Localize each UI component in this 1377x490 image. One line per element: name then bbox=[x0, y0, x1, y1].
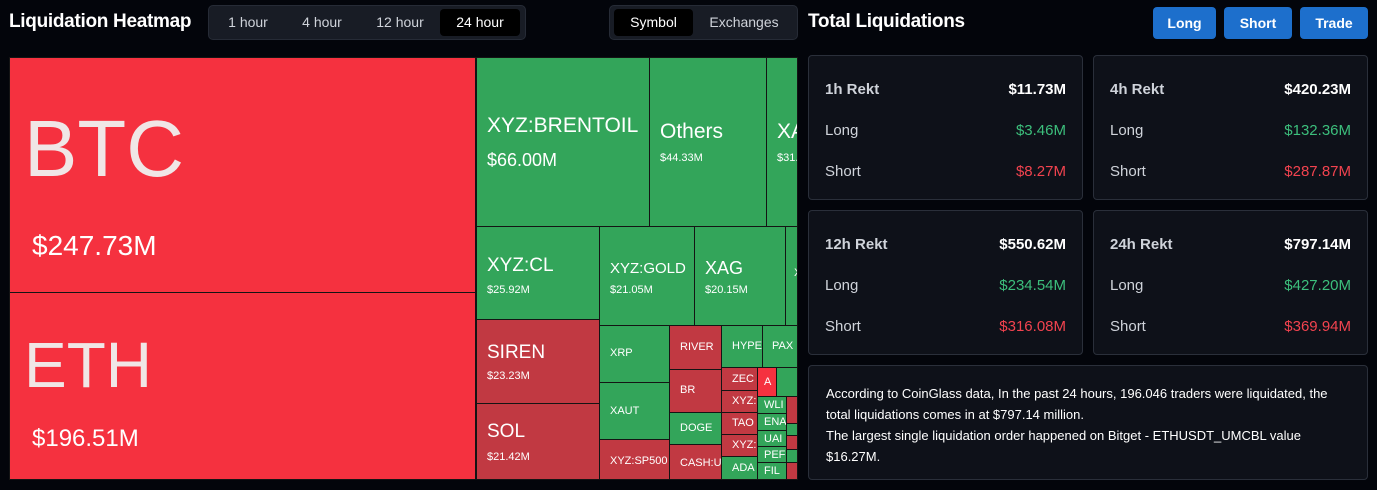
tab-exchanges[interactable]: Exchanges bbox=[709, 14, 779, 30]
heatmap-tile-wli[interactable]: WLI bbox=[757, 396, 787, 414]
tab-1-hour[interactable]: 1 hour bbox=[228, 14, 268, 30]
heatmap-tile-doge[interactable]: DOGE bbox=[669, 412, 722, 445]
heatmap-tile-eth[interactable]: ETH $196.51M bbox=[9, 292, 476, 480]
long-button[interactable]: Long bbox=[1153, 7, 1216, 39]
heatmap-tile-cash-u[interactable]: CASH:U bbox=[669, 444, 722, 480]
heatmap-tile-zec[interactable]: ZEC bbox=[721, 367, 758, 391]
heatmap-tile-br[interactable]: BR bbox=[669, 369, 722, 413]
stats-card-12h: 12h Rekt $550.62M Long $234.54M Short $316.… bbox=[808, 210, 1083, 355]
heatmap-tile-siren[interactable]: SIREN $23.23M bbox=[476, 319, 600, 404]
largest-order-text: The largest single liquidation order hap… bbox=[826, 428, 1301, 464]
stats-card-24h: 24h Rekt $797.14M Long $427.20M Short $369.… bbox=[1093, 210, 1368, 355]
trade-button[interactable]: Trade bbox=[1300, 7, 1368, 39]
heatmap-tile-river[interactable]: RIVER bbox=[669, 325, 722, 370]
heatmap-tile-xa[interactable]: XA $31. bbox=[766, 57, 798, 227]
heatmap-tile-xyz-b[interactable]: XYZ: bbox=[721, 434, 758, 457]
heatmap-tile-pef[interactable]: PEF bbox=[757, 446, 787, 463]
stats-card-1h: 1h Rekt $11.73M Long $3.46M Short $8.27M bbox=[808, 55, 1083, 200]
stats-card-4h: 4h Rekt $420.23M Long $132.36M Short $287.8… bbox=[1093, 55, 1368, 200]
page-title: Liquidation Heatmap bbox=[9, 11, 192, 32]
heatmap-tile-xyz-a[interactable]: XYZ: bbox=[721, 390, 758, 413]
tab-12-hour[interactable]: 12 hour bbox=[376, 14, 424, 30]
panel-title: Total Liquidations bbox=[808, 11, 965, 32]
liquidation-heatmap: BTC $247.73M ETH $196.51M XYZ:BRENTOIL $… bbox=[9, 57, 798, 480]
heatmap-tile-xaut[interactable]: XAUT bbox=[599, 382, 670, 440]
heatmap-tile-uai[interactable]: UAI bbox=[757, 430, 787, 447]
short-button[interactable]: Short bbox=[1224, 7, 1292, 39]
liquidation-summary: According to CoinGlass data, In the past… bbox=[808, 365, 1368, 480]
tab-4-hour[interactable]: 4 hour bbox=[302, 14, 342, 30]
heatmap-tile-x[interactable]: X bbox=[785, 226, 798, 326]
view-mode-tabs: Symbol Exchanges bbox=[609, 5, 798, 40]
heatmap-tile-xyz-cl[interactable]: XYZ:CL $25.92M bbox=[476, 226, 600, 320]
heatmap-tile-xrp[interactable]: XRP bbox=[599, 325, 670, 383]
heatmap-tile-xag[interactable]: XAG $20.15M bbox=[694, 226, 786, 326]
heatmap-tile-xyz-gold[interactable]: XYZ:GOLD $21.05M bbox=[599, 226, 695, 326]
heatmap-tile-xyz-sp500[interactable]: XYZ:SP500 bbox=[599, 439, 670, 480]
heatmap-tile-a[interactable]: A bbox=[757, 367, 777, 397]
tab-24-hour[interactable]: 24 hour bbox=[440, 9, 520, 36]
summary-text: According to CoinGlass data, In the past… bbox=[826, 386, 1328, 422]
heatmap-tile-btc[interactable]: BTC $247.73M bbox=[9, 57, 476, 293]
heatmap-tile-others[interactable]: Others $44.33M bbox=[649, 57, 767, 227]
heatmap-tile-sol[interactable]: SOL $21.42M bbox=[476, 403, 600, 480]
heatmap-tile-xyz-brentoil[interactable]: XYZ:BRENTOIL $66.00M bbox=[476, 57, 650, 227]
heatmap-tile-hype[interactable]: HYPE bbox=[721, 325, 763, 368]
heatmap-tile-pax[interactable]: PAX bbox=[762, 325, 798, 368]
heatmap-tile-ena[interactable]: ENA bbox=[757, 413, 787, 431]
heatmap-tile-tao[interactable]: TAO bbox=[721, 412, 758, 435]
time-range-tabs: 1 hour 4 hour 12 hour 24 hour bbox=[208, 5, 526, 40]
heatmap-tile-ada[interactable]: ADA bbox=[721, 456, 758, 480]
heatmap-tile-fil[interactable]: FIL bbox=[757, 462, 787, 480]
tab-symbol[interactable]: Symbol bbox=[614, 9, 693, 36]
